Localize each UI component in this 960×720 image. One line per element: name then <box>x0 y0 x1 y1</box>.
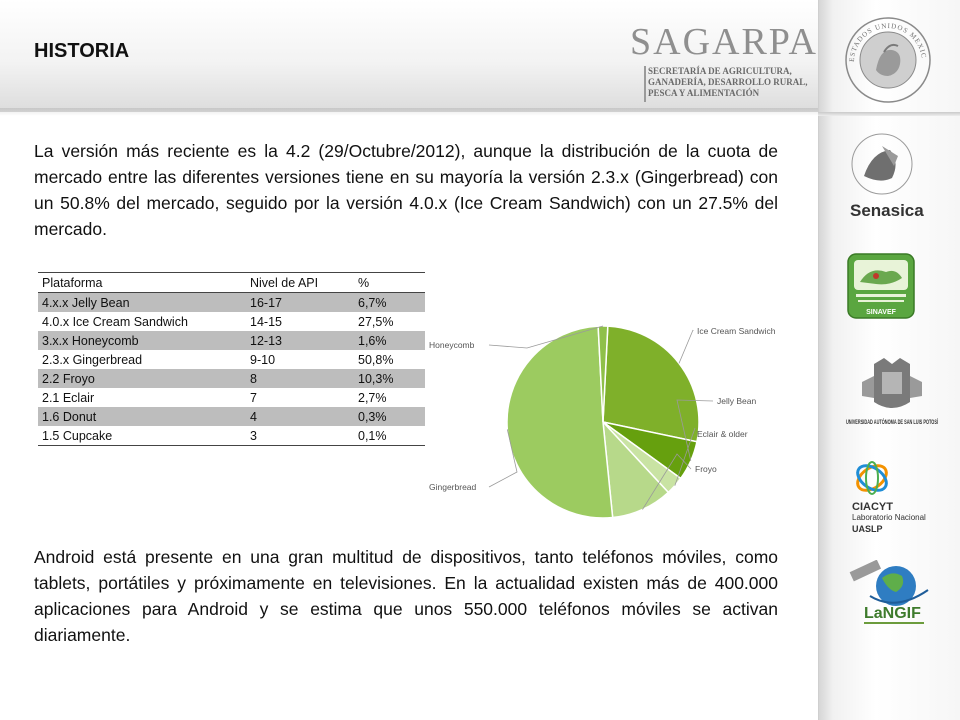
table-cell: 4.0.x Ice Cream Sandwich <box>42 314 188 329</box>
sagarpa-subtitle-line: PESCA Y ALIMENTACIÓN <box>648 88 760 98</box>
table-cell: 2,7% <box>358 390 387 405</box>
table-cell: 3 <box>250 428 257 443</box>
pie-label: Froyo <box>695 464 717 474</box>
table-row: 3.x.x Honeycomb 12-13 1,6% <box>38 331 425 350</box>
sagarpa-subtitle-line: SECRETARÍA DE AGRICULTURA, <box>648 66 792 76</box>
header-bar <box>0 0 818 112</box>
pie-leader-line <box>488 325 604 349</box>
senasica-logo: Senasica <box>850 133 924 220</box>
table-cell: 0,3% <box>358 409 387 424</box>
table-header-cell: Nivel de API <box>250 275 319 290</box>
page-title: HISTORIA <box>34 40 130 62</box>
ciacyt-subtitle: Laboratorio Nacional <box>852 513 926 522</box>
senasica-label: Senasica <box>850 201 924 220</box>
sinavef-label: SINAVEF <box>866 309 897 316</box>
android-platform-table: Plataforma Nivel de API % 4.x.x Jelly Be… <box>38 272 425 446</box>
table-row: 4.x.x Jelly Bean 16-17 6,7% <box>38 292 425 312</box>
table-cell: 2.2 Froyo <box>42 371 95 386</box>
pie-leader-line <box>642 453 692 510</box>
uaslp-label: UNIVERSIDAD AUTÓNOMA DE SAN LUIS POTOSÍ <box>846 418 938 426</box>
right-panel-divider <box>818 112 960 116</box>
sagarpa-bar-decoration <box>630 66 646 102</box>
ciacyt-uaslp: UASLP <box>852 524 883 534</box>
table-cell: 14-15 <box>250 314 282 329</box>
table-cell: 7 <box>250 390 257 405</box>
table-cell: 2.3.x Gingerbread <box>42 352 143 367</box>
table-row: 2.2 Froyo 8 10,3% <box>38 369 425 388</box>
table-cell: 2.1 Eclair <box>42 390 95 405</box>
table-row: 4.0.x Ice Cream Sandwich 14-15 27,5% <box>38 312 425 331</box>
table-row: 1.5 Cupcake 3 0,1% <box>38 426 425 446</box>
table-row: 2.3.x Gingerbread 9-10 50,8% <box>38 350 425 369</box>
mexico-seal-icon: ESTADOS UNIDOS MEXICANOS <box>840 12 931 103</box>
ciacyt-label: CIACYT <box>852 501 893 513</box>
sagarpa-logo: SAGARPA SECRETARÍA DE AGRICULTURA, GANAD… <box>630 21 818 104</box>
langif-logo: LaNGIF <box>849 560 929 624</box>
pie-label: Jelly Bean <box>717 396 756 406</box>
pie-label: Honeycomb <box>429 340 475 350</box>
pie-leader-line <box>674 427 696 486</box>
pie-leader-line <box>488 429 518 488</box>
table-cell: 8 <box>250 371 257 386</box>
sagarpa-name: SAGARPA <box>630 21 818 63</box>
header-shadow <box>0 108 818 116</box>
pie-label: Eclair & older <box>697 429 748 439</box>
table-cell: 4 <box>250 409 257 424</box>
table-cell: 3.x.x Honeycomb <box>42 333 139 348</box>
table-cell: 0,1% <box>358 428 387 443</box>
pie-chart-svg: Ice Cream Sandwich Jelly Bean Eclair & old… <box>429 325 776 519</box>
table-header-cell: % <box>358 275 370 290</box>
table-cell: 10,3% <box>358 371 394 386</box>
intro-paragraph: La versión más reciente es la 4.2 (29/Oc… <box>34 141 778 239</box>
table-row: 2.1 Eclair 7 2,7% <box>38 388 425 407</box>
table-cell: 16-17 <box>250 295 282 310</box>
table-header-cell: Plataforma <box>42 275 103 290</box>
pie-slice-ice-cream-sandwich <box>602 325 700 443</box>
langif-label: LaNGIF <box>864 605 921 622</box>
table-cell: 1.6 Donut <box>42 409 97 424</box>
table-cell: 1,6% <box>358 333 387 348</box>
android-distribution-pie-chart: Ice Cream Sandwich Jelly Bean Eclair & old… <box>425 312 795 527</box>
sinavef-logo: SINAVEF <box>847 253 915 319</box>
sagarpa-subtitle-line: GANADERÍA, DESARROLLO RURAL, <box>648 77 808 87</box>
table-cell: 27,5% <box>358 314 394 329</box>
table-cell: 1.5 Cupcake <box>42 428 113 443</box>
pie-label: Ice Cream Sandwich <box>697 326 776 336</box>
ciacyt-logo: CIACYT Laboratorio Nacional UASLP <box>852 461 926 534</box>
table-cell: 9-10 <box>250 352 276 367</box>
pie-label: Gingerbread <box>429 482 477 492</box>
table-header-row: Plataforma Nivel de API % <box>38 272 425 293</box>
table-cell: 6,7% <box>358 295 387 310</box>
pie-leader-line <box>678 329 694 364</box>
pie-leader-line <box>676 399 714 461</box>
android-devices-paragraph: Android está presente en una gran multit… <box>34 547 778 645</box>
pie-slice-gingerbread <box>506 325 614 519</box>
table-row: 1.6 Donut 4 0,3% <box>38 407 425 426</box>
table-cell: 12-13 <box>250 333 282 348</box>
table-cell: 50,8% <box>358 352 394 367</box>
table-cell: 4.x.x Jelly Bean <box>42 295 130 310</box>
uaslp-logo: UNIVERSIDAD AUTÓNOMA DE SAN LUIS POTOSÍ <box>846 358 938 426</box>
sagarpa-subtitle: SECRETARÍA DE AGRICULTURA, GANADERÍA, DE… <box>648 66 808 99</box>
